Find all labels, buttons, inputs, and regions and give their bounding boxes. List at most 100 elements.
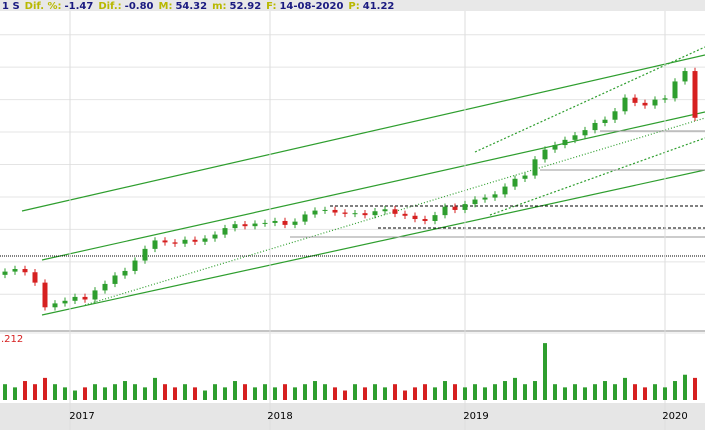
candle-body <box>672 81 678 99</box>
candle-body <box>332 209 338 213</box>
candle-body <box>222 228 228 235</box>
header-label: Dif.: <box>98 1 121 12</box>
candle-body <box>292 221 298 225</box>
candle-body <box>132 260 138 271</box>
year-separators <box>69 11 666 430</box>
candle-body <box>32 272 38 283</box>
header-label: P: <box>348 1 359 12</box>
candle-body <box>482 197 488 200</box>
candle-body <box>532 159 538 176</box>
candle-body <box>652 99 658 106</box>
candle-body <box>252 223 258 227</box>
volume-bar <box>123 381 127 400</box>
volume-bar <box>553 384 557 400</box>
candle-body <box>602 119 608 123</box>
volume-bar <box>663 387 667 400</box>
volume-bar <box>233 381 237 400</box>
volume-bar <box>103 387 107 400</box>
candle-body <box>562 139 568 146</box>
volume-bar <box>323 384 327 400</box>
volume-bar <box>43 377 47 400</box>
candle-body <box>352 213 358 215</box>
interval: 1 S <box>2 1 20 12</box>
volume-bar <box>513 377 517 400</box>
candle-body <box>122 270 128 276</box>
volume-bar <box>13 387 17 400</box>
header-label: M: <box>159 1 173 12</box>
header-value: 52.92 <box>230 1 262 12</box>
candle-body <box>522 175 528 179</box>
volume-bar <box>463 387 467 400</box>
candle-body <box>202 238 208 242</box>
volume-bar <box>53 384 57 400</box>
volume-bar <box>653 384 657 400</box>
volume-bar <box>563 387 567 400</box>
volume-bar <box>83 387 87 400</box>
candle-body <box>42 282 48 308</box>
candle-body <box>412 215 418 220</box>
candle-body <box>282 220 288 225</box>
candle-body <box>382 209 388 212</box>
volume-bar <box>243 384 247 400</box>
candle-body <box>632 97 638 103</box>
candle-body <box>262 222 268 224</box>
candle-body <box>492 194 498 198</box>
volume-bar <box>23 381 27 400</box>
volume-bar <box>393 384 397 400</box>
candle-body <box>102 283 108 291</box>
volume-bar <box>603 381 607 400</box>
candle-body <box>152 240 158 249</box>
volume-bar <box>593 384 597 400</box>
candle-body <box>422 219 428 221</box>
volume-bar <box>273 387 277 400</box>
volume-bar <box>363 387 367 400</box>
candle-body <box>62 300 68 304</box>
volume-bar <box>93 384 97 400</box>
volume-bar <box>423 384 427 400</box>
candle-body <box>552 145 558 150</box>
candle-body <box>182 239 188 244</box>
candle-body <box>472 199 478 205</box>
volume-bar <box>303 384 307 400</box>
volume-bar <box>353 384 357 400</box>
volume-bar <box>583 387 587 400</box>
candle-body <box>22 268 28 273</box>
candle-body <box>512 178 518 187</box>
candle-body <box>2 271 8 275</box>
volume-bar <box>643 387 647 400</box>
candle-body <box>692 71 698 118</box>
candle-body <box>502 186 508 195</box>
candle-body <box>302 214 308 222</box>
candle-body <box>542 149 548 160</box>
volume-bar <box>613 384 617 400</box>
volume-bar <box>263 384 267 400</box>
candle-body <box>402 213 408 216</box>
volume-bar <box>693 377 697 400</box>
candle-body <box>622 97 628 112</box>
volume-bar <box>193 387 197 400</box>
volume-bar <box>473 384 477 400</box>
volume-bar <box>183 384 187 400</box>
candle-body <box>642 102 648 106</box>
candle-body <box>142 248 148 261</box>
candle-body <box>662 98 668 100</box>
volume-bar <box>433 387 437 400</box>
volume-bar <box>3 384 7 400</box>
candle-body <box>312 210 318 215</box>
candle-body <box>582 130 588 136</box>
level-lines <box>0 130 705 257</box>
candle-body <box>232 224 238 229</box>
candle-body <box>212 234 218 239</box>
volume-bar <box>493 384 497 400</box>
volume-bar <box>213 384 217 400</box>
time-axis <box>0 403 705 430</box>
candle-body <box>272 220 278 223</box>
volume-bar <box>333 387 337 400</box>
candle-body <box>72 296 78 301</box>
volume-bar <box>373 384 377 400</box>
header-value: 14-08-2020 <box>279 1 343 12</box>
header-bar <box>0 0 705 11</box>
volume-bar <box>33 384 37 400</box>
volume-bar <box>153 377 157 400</box>
volume-tick-label: .212 <box>1 334 23 345</box>
